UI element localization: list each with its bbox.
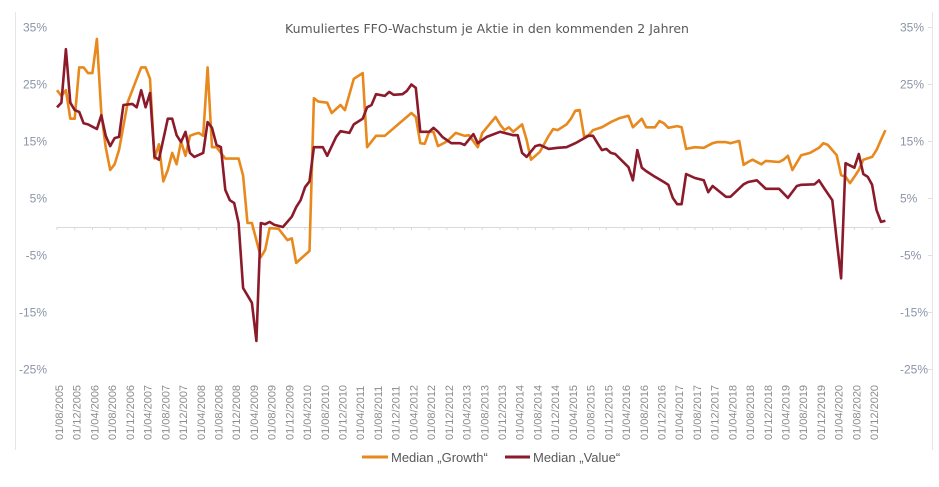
y-tick-label-left: -25%	[19, 363, 47, 377]
y-tick-label-right: 15%	[900, 135, 924, 149]
x-tick-label: 01/04/2006	[89, 385, 101, 440]
x-tick-label: 01/08/2010	[320, 385, 332, 440]
x-tick-label: 01/12/2007	[178, 385, 190, 440]
x-tick-label: 01/08/2019	[798, 385, 810, 440]
x-tick-label: 01/08/2015	[586, 385, 598, 440]
y-tick-label-right: 5%	[900, 192, 918, 206]
chart-title: Kumuliertes FFO-Wachstum je Aktie in den…	[285, 21, 689, 36]
x-tick-label: 01/04/2019	[781, 385, 793, 440]
y-tick-label-right: 25%	[900, 78, 924, 92]
x-tick-label: 01/12/2008	[231, 385, 243, 440]
x-tick-label: 01/04/2008	[196, 385, 208, 440]
x-tick-label: 01/12/2015	[603, 385, 615, 440]
y-tick-label-right: 35%	[900, 21, 924, 35]
legend-item-value[interactable]: Median „Value“	[505, 450, 620, 465]
x-tick-label: 01/12/2013	[497, 385, 509, 440]
x-tick-label: 01/04/2016	[621, 385, 633, 440]
y-tick-label-left: -5%	[26, 249, 48, 263]
x-tick-label: 01/12/2009	[284, 385, 296, 440]
x-tick-label: 01/04/2011	[355, 386, 367, 440]
legend: Median „Growth“ Median „Value“	[362, 450, 620, 465]
y-tick-label-left: 35%	[23, 21, 47, 35]
y-tick-label-left: 15%	[23, 135, 47, 149]
legend-label-growth: Median „Growth“	[391, 450, 488, 465]
x-tick-label: 01/08/2006	[107, 385, 119, 440]
x-tick-label: 01/12/2011	[391, 386, 403, 440]
y-tick-label-left: 5%	[30, 192, 48, 206]
y-tick-label-left: -15%	[19, 306, 47, 320]
x-tick-label: 01/12/2010	[338, 385, 350, 440]
y-tick-label-left: 25%	[23, 78, 47, 92]
y-tick-label-right: -25%	[900, 363, 928, 377]
x-tick-label: 01/04/2014	[515, 385, 527, 440]
series-lines	[55, 37, 887, 343]
x-tick-label: 01/08/2014	[532, 385, 544, 440]
x-tick-label: 01/12/2019	[816, 385, 828, 440]
x-tick-label: 01/08/2017	[692, 385, 704, 440]
x-tick-label: 01/04/2009	[249, 385, 261, 440]
x-axis-tick-labels: 01/08/2005 01/12/2005 01/04/2006 01/08/2006…	[54, 385, 881, 440]
legend-label-value: Median „Value“	[533, 450, 620, 465]
x-tick-label: 01/04/2020	[834, 385, 846, 440]
y-tick-label-right: -15%	[900, 306, 928, 320]
x-tick-label: 01/08/2018	[745, 385, 757, 440]
x-tick-label: 01/08/2016	[639, 385, 651, 440]
y-axis-right: 35% 25% 15% 5% -5% -15% -25%	[900, 21, 932, 377]
x-tick-label: 01/08/2020	[851, 385, 863, 440]
x-tick-label: 01/08/2008	[213, 385, 225, 440]
x-tick-label: 01/12/2017	[710, 385, 722, 440]
x-axis-zero-line	[56, 227, 890, 230]
x-tick-label: 01/08/2012	[426, 385, 438, 440]
x-tick-label: 01/04/2017	[674, 385, 686, 440]
y-tick-label-right: -5%	[900, 249, 922, 263]
x-tick-label: 01/04/2018	[727, 385, 739, 440]
x-tick-label: 01/12/2005	[72, 385, 84, 440]
x-tick-label: 01/08/2007	[160, 385, 172, 440]
x-tick-label: 01/08/2005	[54, 385, 66, 440]
x-tick-label: 01/04/2012	[408, 385, 420, 440]
x-tick-label: 01/12/2018	[763, 385, 775, 440]
x-tick-label: 01/12/2016	[656, 385, 668, 440]
series-value	[56, 47, 886, 343]
legend-item-growth[interactable]: Median „Growth“	[362, 450, 488, 465]
x-tick-label: 01/08/2009	[267, 385, 279, 440]
x-tick-label: 01/04/2013	[462, 385, 474, 440]
x-tick-label: 01/04/2010	[302, 385, 314, 440]
x-tick-label: 01/04/2015	[568, 385, 580, 440]
y-axis-left: 35% 25% 15% 5% -5% -15% -25%	[19, 21, 47, 377]
x-tick-label: 01/12/2006	[125, 385, 137, 440]
series-line-growth	[55, 37, 887, 265]
series-growth	[55, 37, 887, 265]
x-tick-label: 01/12/2014	[550, 385, 562, 440]
series-line-value	[56, 47, 886, 343]
x-tick-label: 01/12/2012	[444, 385, 456, 440]
x-tick-label: 01/08/2011	[373, 386, 385, 440]
x-tick-label: 01/08/2013	[479, 385, 491, 440]
x-tick-label: 01/12/2020	[869, 385, 881, 440]
x-tick-label: 01/04/2007	[143, 385, 155, 440]
